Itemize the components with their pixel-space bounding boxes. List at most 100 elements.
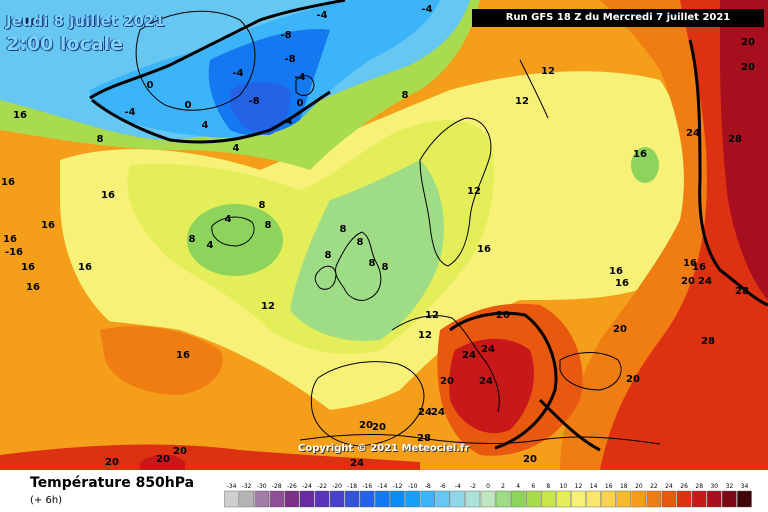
isotherm-label: 24 — [698, 276, 712, 287]
legend-swatch — [510, 490, 526, 508]
isotherm-label: 16 — [633, 149, 647, 160]
coast-france-italy — [391, 315, 500, 413]
isotherm-label: 20 — [496, 310, 510, 321]
legend-tick-label: 30 — [710, 483, 718, 490]
color-scale-legend: -34 -32 -30 -28 -26 -24 -22 -20 -18 -16 -14 -12 -10-… — [224, 483, 752, 508]
legend-swatch — [375, 490, 390, 508]
legend-tick-label: -16 — [362, 483, 372, 490]
legend-tick-label: -20 — [332, 483, 342, 490]
legend-swatch — [239, 490, 254, 508]
isotherm-twenty-east — [688, 39, 768, 307]
isotherm-label: 16 — [477, 244, 491, 255]
legend-swatch — [571, 490, 586, 508]
field-darkred-east — [720, 0, 768, 300]
isotherm-label: 12 — [515, 96, 529, 107]
coast-iceland — [211, 216, 255, 247]
isotherm-label: 8 — [325, 250, 332, 261]
isotherm-label: 20 — [626, 374, 640, 385]
isotherm-label: 16 — [615, 278, 629, 289]
isotherm-label: 28 — [417, 433, 431, 444]
isotherm-label: -8 — [284, 54, 295, 65]
legend-tick-label: -10 — [408, 483, 418, 490]
legend-tick-label: -28 — [272, 483, 282, 490]
legend-tick-label: 16 — [605, 483, 613, 490]
legend-tick-label: 20 — [635, 483, 643, 490]
isotherm-label: 8 — [265, 220, 272, 231]
legend-tick-label: 14 — [590, 483, 598, 490]
isotherm-label: -4 — [232, 68, 243, 79]
isotherm-label: 16 — [3, 234, 17, 245]
valid-time: 2:00 locale — [6, 33, 123, 55]
forecast-offset: (+ 6h) — [30, 495, 63, 506]
legend-tick-label: -8 — [425, 483, 431, 490]
coast-ireland — [314, 265, 337, 290]
isotherm-label: 20 — [613, 324, 627, 335]
isotherm-label: 16 — [692, 262, 706, 273]
isotherm-label: 16 — [1, 177, 15, 188]
field-green-europe — [290, 160, 444, 341]
legend-swatch — [284, 490, 300, 508]
legend-swatch — [254, 490, 270, 508]
isotherm-labels: 16-4-4-8-8-4-8-4-400 044-4881212162428202… — [1, 4, 755, 469]
isotherm-label: 0 — [297, 98, 304, 109]
isotherm-label: 24 — [431, 407, 445, 418]
legend-tick-label: -14 — [377, 483, 387, 490]
coast-novaya — [519, 59, 549, 119]
isotherm-label: 20 — [440, 376, 454, 387]
legend-swatch — [737, 490, 752, 508]
field-red-africa — [0, 444, 420, 470]
isotherm-label: 12 — [425, 310, 439, 321]
legend-tick-label: -24 — [302, 483, 312, 490]
isotherm-label: 16 — [176, 350, 190, 361]
legend-tick-label: 32 — [726, 483, 734, 490]
legend-swatch — [541, 490, 556, 508]
temperature-field — [0, 0, 768, 470]
isotherm-label: -4 — [421, 4, 432, 15]
field-green-russia — [631, 147, 659, 183]
copyright-text: Copyright © 2021 Meteociel.fr — [298, 443, 470, 454]
isotherm-label: 16 — [683, 258, 697, 269]
legend-tick-label: 34 — [741, 483, 749, 490]
legend-tick-label: -2 — [470, 483, 476, 490]
isotherm-label: 8 — [97, 134, 104, 145]
isotherm-label: 12 — [467, 186, 481, 197]
legend-swatch — [450, 490, 466, 508]
isotherm-label: 4 — [225, 214, 232, 225]
legend-tick-label: -32 — [242, 483, 252, 490]
isotherm-label: 28 — [728, 134, 742, 145]
temperature-map: 16-4-4-8-8-4-8-4-400 044-4881212162428202… — [0, 0, 768, 470]
legend-tick-label: -18 — [347, 483, 357, 490]
map-title: Température 850hPa — [30, 475, 195, 491]
legend-swatch — [224, 490, 239, 508]
legend-swatch — [495, 490, 511, 508]
legend-swatch — [360, 490, 375, 508]
isotherm-label: 16 — [101, 190, 115, 201]
isotherm-label: -4 — [124, 107, 135, 118]
legend-swatch — [586, 490, 601, 508]
legend-swatch — [556, 490, 571, 508]
isotherm-label: -4 — [316, 10, 327, 21]
legend-swatch — [722, 490, 737, 508]
legend-swatch — [526, 490, 541, 508]
legend-tick-label: -4 — [455, 483, 461, 490]
isotherm-label: -8 — [248, 96, 259, 107]
legend-tick-label: 22 — [650, 483, 658, 490]
coast-greenland — [135, 10, 256, 111]
isotherm-label: 16 — [23, 17, 37, 28]
field-pink-spot — [140, 454, 185, 470]
isotherm-label: 20 — [156, 454, 170, 465]
isotherm-twenty-balkans — [449, 311, 558, 450]
isotherm-label: 8 — [189, 234, 196, 245]
isotherm-label: 24 — [479, 376, 493, 387]
legend-swatch — [269, 490, 285, 508]
legend-tick-label: 8 — [546, 483, 550, 490]
isotherm-label: 0 — [147, 80, 154, 91]
legend-swatch — [299, 490, 315, 508]
coast-britain — [335, 231, 382, 301]
legend-swatch — [329, 490, 345, 508]
isotherm-label: 4 — [233, 143, 240, 154]
isotherm-label: 24 — [418, 407, 432, 418]
isotherm-label: 24 — [686, 128, 700, 139]
isotherm-label: 28 — [735, 286, 749, 297]
